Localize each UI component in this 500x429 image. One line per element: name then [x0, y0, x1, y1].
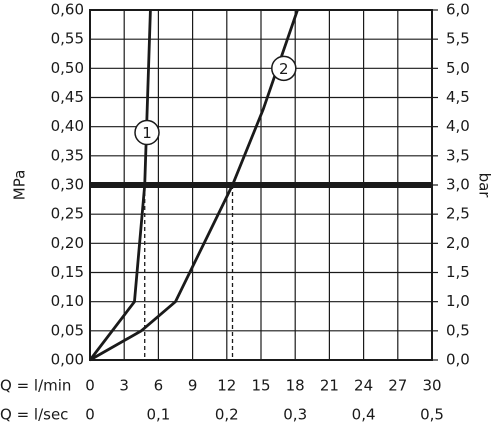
y-tick-label: 0,30 [51, 176, 84, 194]
y2-tick-label: 3,0 [446, 176, 470, 194]
y-axis-label: MPa [11, 170, 29, 201]
x-tick-label: 21 [320, 377, 339, 395]
y-tick-label: 0,05 [51, 321, 84, 339]
x-tick-label: 12 [217, 377, 236, 395]
y2-tick-label: 2,0 [446, 234, 470, 252]
y-tick-label: 0,45 [51, 88, 84, 106]
x-tick-label: 18 [286, 377, 305, 395]
y-tick-label: 0,35 [51, 146, 84, 164]
x2-tick-label: 0,5 [420, 406, 444, 424]
y-tick-label: 0,20 [51, 234, 84, 252]
series-label: 1 [142, 124, 152, 142]
y-tick-label: 0,10 [51, 292, 84, 310]
x2-axis-label: Q = l/sec [0, 406, 68, 424]
series-label: 2 [279, 60, 289, 78]
y2-tick-label: 1,5 [446, 263, 470, 281]
x2-tick-label: 0,1 [146, 406, 170, 424]
series-label-circle [134, 119, 160, 146]
y2-tick-label: 0,5 [446, 321, 470, 339]
x-tick-label: 9 [188, 377, 198, 395]
x-tick-label: 15 [251, 377, 270, 395]
x2-tick-label: 0 [85, 406, 95, 424]
y2-axis-label: bar [476, 173, 494, 199]
x-tick-label: 30 [422, 377, 441, 395]
x-tick-label: 3 [119, 377, 129, 395]
x-tick-label: 6 [154, 377, 164, 395]
y2-tick-label: 4,5 [446, 88, 470, 106]
x-tick-label: 0 [85, 377, 95, 395]
x-tick-label: 27 [388, 377, 407, 395]
x2-tick-label: 0,2 [215, 406, 239, 424]
y2-tick-label: 3,5 [446, 146, 470, 164]
y-tick-label: 0,60 [51, 1, 84, 19]
y-tick-label: 0,25 [51, 205, 84, 223]
x-axis-label: Q = l/min [0, 377, 71, 395]
x2-tick-label: 0,4 [352, 406, 376, 424]
y2-tick-label: 1,0 [446, 292, 470, 310]
y-tick-label: 0,55 [51, 30, 84, 48]
y2-tick-label: 2,5 [446, 205, 470, 223]
series-line [89, 9, 299, 362]
y2-tick-label: 5,5 [446, 30, 470, 48]
x-tick-label: 24 [354, 377, 373, 395]
y-tick-label: 0,00 [51, 351, 84, 369]
y-tick-label: 0,15 [51, 263, 84, 281]
y2-tick-label: 6,0 [446, 1, 470, 19]
y-tick-label: 0,40 [51, 117, 84, 135]
series-label-circle [271, 55, 297, 82]
y2-tick-label: 5,0 [446, 59, 470, 77]
x2-tick-label: 0,3 [283, 406, 307, 424]
y-tick-label: 0,50 [51, 59, 84, 77]
series-line [88, 9, 152, 361]
y2-tick-label: 4,0 [446, 117, 470, 135]
y2-tick-label: 0,0 [446, 351, 470, 369]
